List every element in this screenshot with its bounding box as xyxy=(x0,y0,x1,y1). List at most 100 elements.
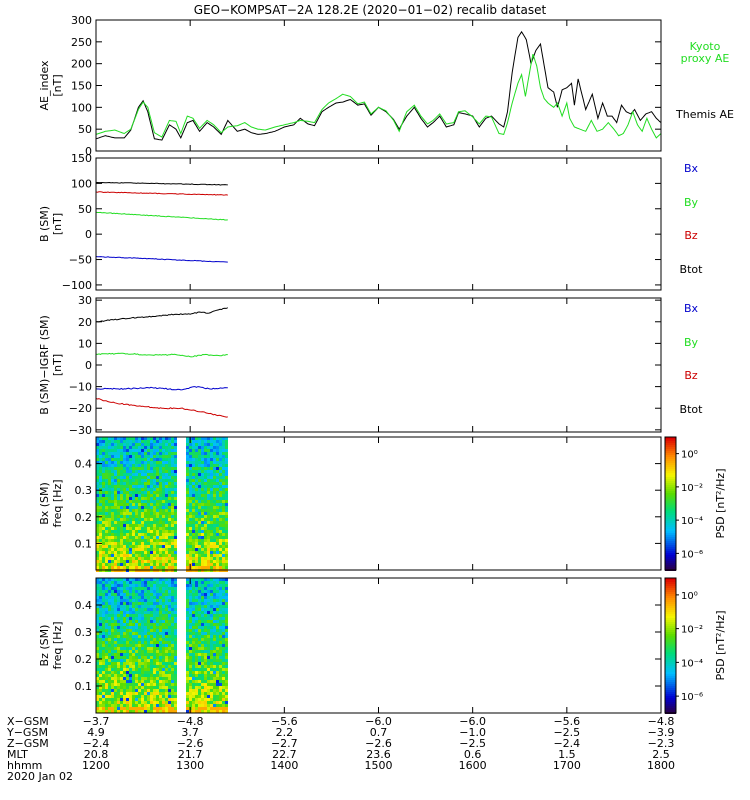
heatmap-cell xyxy=(150,620,153,623)
heatmap-cell xyxy=(216,680,219,683)
heatmap-cell xyxy=(201,617,204,620)
heatmap-cell xyxy=(126,710,129,713)
heatmap-cell xyxy=(150,491,153,494)
heatmap-cell xyxy=(102,608,105,611)
heatmap-cell xyxy=(225,524,228,527)
colorbar-cell xyxy=(665,453,676,455)
heatmap-cell xyxy=(120,536,123,539)
heatmap-cell xyxy=(153,656,156,659)
heatmap-cell xyxy=(108,443,111,446)
heatmap-cell xyxy=(123,587,126,590)
heatmap-cell xyxy=(156,707,159,710)
heatmap-cell xyxy=(138,443,141,446)
heatmap-cell xyxy=(141,467,144,470)
heatmap-cell xyxy=(138,638,141,641)
heatmap-cell xyxy=(186,530,189,533)
heatmap-cell xyxy=(219,536,222,539)
heatmap-cell xyxy=(153,509,156,512)
heatmap-cell xyxy=(168,533,171,536)
heatmap-cell xyxy=(198,470,201,473)
y-axis-label-line: B (SM)−IGRF (SM) xyxy=(38,315,51,415)
heatmap-cell xyxy=(207,707,210,710)
heatmap-cell xyxy=(114,557,117,560)
heatmap-cell xyxy=(216,494,219,497)
chart-title: GEO−KOMPSAT−2A 128.2E (2020−01−02) recal… xyxy=(194,3,547,17)
heatmap-cell xyxy=(195,485,198,488)
heatmap-cell xyxy=(192,515,195,518)
heatmap-cell xyxy=(135,488,138,491)
heatmap-cell xyxy=(102,479,105,482)
heatmap-cell xyxy=(138,662,141,665)
colorbar-cell xyxy=(665,602,676,604)
heatmap-cell xyxy=(159,446,162,449)
heatmap-cell xyxy=(186,608,189,611)
heatmap-cell xyxy=(195,671,198,674)
heatmap-cell xyxy=(105,584,108,587)
colorbar-cell xyxy=(665,539,676,541)
heatmap-cell xyxy=(168,620,171,623)
heatmap-cell xyxy=(168,602,171,605)
heatmap-cell xyxy=(132,581,135,584)
heatmap-cell xyxy=(219,485,222,488)
heatmap-cell xyxy=(192,650,195,653)
heatmap-cell xyxy=(150,593,153,596)
heatmap-cell xyxy=(114,470,117,473)
heatmap-cell xyxy=(165,683,168,686)
heatmap-cell xyxy=(207,437,210,440)
heatmap-cell xyxy=(225,647,228,650)
heatmap-cell xyxy=(195,626,198,629)
heatmap-cell xyxy=(138,503,141,506)
heatmap-cell xyxy=(207,596,210,599)
heatmap-cell xyxy=(114,452,117,455)
heatmap-cell xyxy=(222,629,225,632)
heatmap-cell xyxy=(192,602,195,605)
heatmap-cell xyxy=(201,602,204,605)
heatmap-cell xyxy=(159,605,162,608)
heatmap-cell xyxy=(159,449,162,452)
heatmap-cell xyxy=(165,485,168,488)
heatmap-cell xyxy=(156,641,159,644)
heatmap-cell xyxy=(159,524,162,527)
heatmap-cell xyxy=(123,497,126,500)
heatmap-cell xyxy=(138,695,141,698)
heatmap-cell xyxy=(111,677,114,680)
heatmap-cell xyxy=(222,692,225,695)
heatmap-cell xyxy=(138,605,141,608)
heatmap-cell xyxy=(123,536,126,539)
heatmap-cell xyxy=(165,479,168,482)
heatmap-cell xyxy=(168,566,171,569)
heatmap-cell xyxy=(204,458,207,461)
colorbar-cell xyxy=(665,604,676,606)
heatmap-cell xyxy=(207,464,210,467)
heatmap-cell xyxy=(198,602,201,605)
heatmap-cell xyxy=(168,500,171,503)
heatmap-cell xyxy=(159,638,162,641)
heatmap-cell xyxy=(207,590,210,593)
heatmap-cell xyxy=(114,458,117,461)
heatmap-cell xyxy=(156,488,159,491)
heatmap-cell xyxy=(189,695,192,698)
colorbar-cell xyxy=(665,439,676,441)
heatmap-cell xyxy=(111,647,114,650)
heatmap-cell xyxy=(216,542,219,545)
heatmap-cell xyxy=(195,557,198,560)
heatmap-cell xyxy=(186,596,189,599)
heatmap-cell xyxy=(201,581,204,584)
heatmap-cell xyxy=(123,512,126,515)
heatmap-cell xyxy=(192,488,195,491)
colorbar-cell xyxy=(665,584,676,586)
heatmap-cell xyxy=(198,557,201,560)
heatmap-cell xyxy=(96,638,99,641)
heatmap-cell xyxy=(150,692,153,695)
heatmap-cell xyxy=(216,653,219,656)
heatmap-cell xyxy=(210,482,213,485)
heatmap-cell xyxy=(165,632,168,635)
heatmap-cell xyxy=(153,536,156,539)
heatmap-cell xyxy=(132,707,135,710)
heatmap-cell xyxy=(99,485,102,488)
heatmap-cell xyxy=(198,515,201,518)
heatmap-cell xyxy=(141,461,144,464)
heatmap-cell xyxy=(105,533,108,536)
heatmap-cell xyxy=(222,563,225,566)
heatmap-cell xyxy=(156,653,159,656)
